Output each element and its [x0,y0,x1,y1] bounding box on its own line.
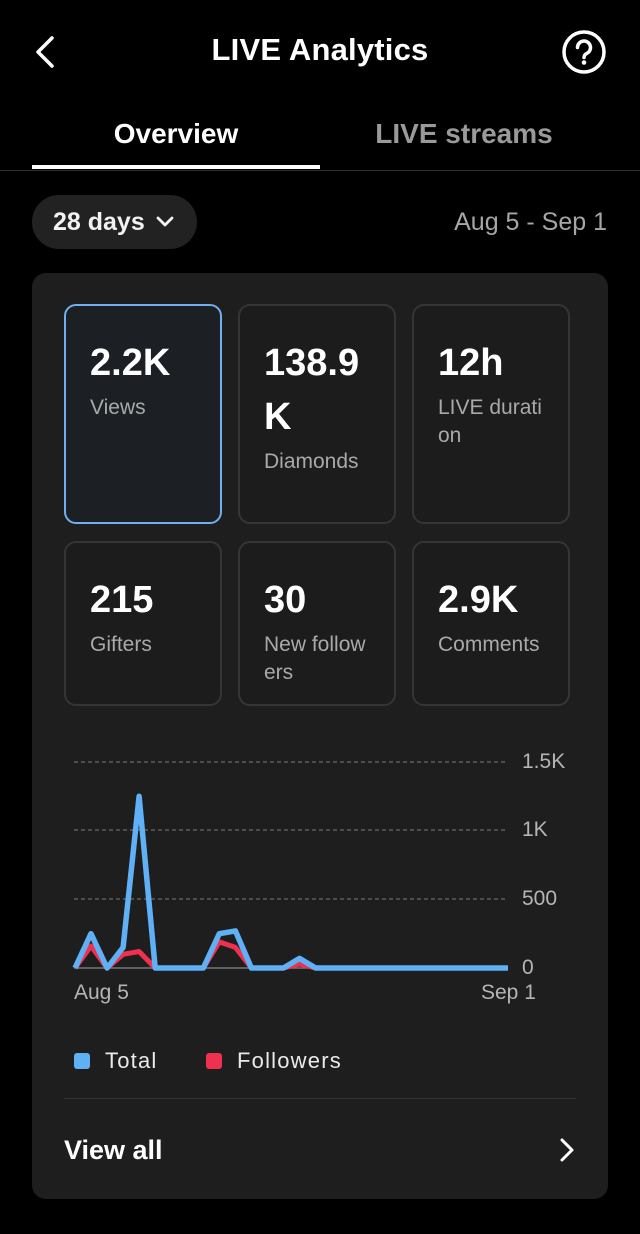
question-circle-icon[interactable] [561,29,607,75]
metric-label: Views [90,396,146,419]
metric-value: 12h [438,342,504,384]
metric-label: Diamonds [264,450,359,473]
legend-swatch [74,1053,90,1069]
metric-gifters[interactable]: 215 Gifters [64,541,222,706]
view-all-label: View all [64,1134,163,1165]
tab-overview[interactable]: Overview [113,118,239,149]
x-tick-end: Sep 1 [481,981,536,1004]
metric-value: 138.9K [264,342,360,438]
metric-label: Comments [438,633,540,656]
chevron-left-icon[interactable] [28,32,64,72]
legend-label: Total [105,1048,158,1073]
metric-value: 215 [90,579,154,621]
metric-comments[interactable]: 2.9K Comments [412,541,570,706]
divider [64,1098,576,1099]
metric-value: 2.2K [90,342,171,384]
legend-swatch [206,1053,222,1069]
view-all-button[interactable]: View all [64,1120,576,1180]
metric-value: 30 [264,579,307,621]
y-tick: 1K [522,818,548,841]
metric-diamonds[interactable]: 138.9K Diamonds [238,304,396,524]
metric-views[interactable]: 2.2K Views [64,304,222,524]
period-dropdown[interactable]: 28 days [32,195,197,249]
legend-total: Total [74,1048,157,1074]
tab-bar: Overview LIVE streams [0,110,640,171]
page-title: LIVE Analytics [211,32,429,67]
y-tick: 1.5K [522,750,566,773]
y-tick: 500 [522,887,558,910]
period-label: 28 days [53,207,145,236]
active-tab-indicator [32,165,320,169]
tab-live-streams[interactable]: LIVE streams [375,118,553,149]
top-bar: LIVE Analytics [0,0,640,100]
legend-followers: Followers [206,1048,342,1074]
metric-new-followers[interactable]: 30 New followers [238,541,396,706]
metric-label: New followers [264,633,366,684]
metric-label: Gifters [90,633,152,656]
x-tick-start: Aug 5 [74,981,129,1004]
legend-label: Followers [237,1048,342,1073]
metric-live-duration[interactable]: 12h LIVE duration [412,304,570,524]
date-range: Aug 5 - Sep 1 [454,208,607,236]
metric-label: LIVE duration [438,396,542,447]
chevron-right-icon [560,1138,574,1162]
chevron-down-icon [156,216,174,227]
y-tick: 0 [522,956,534,979]
metric-value: 2.9K [438,579,519,621]
